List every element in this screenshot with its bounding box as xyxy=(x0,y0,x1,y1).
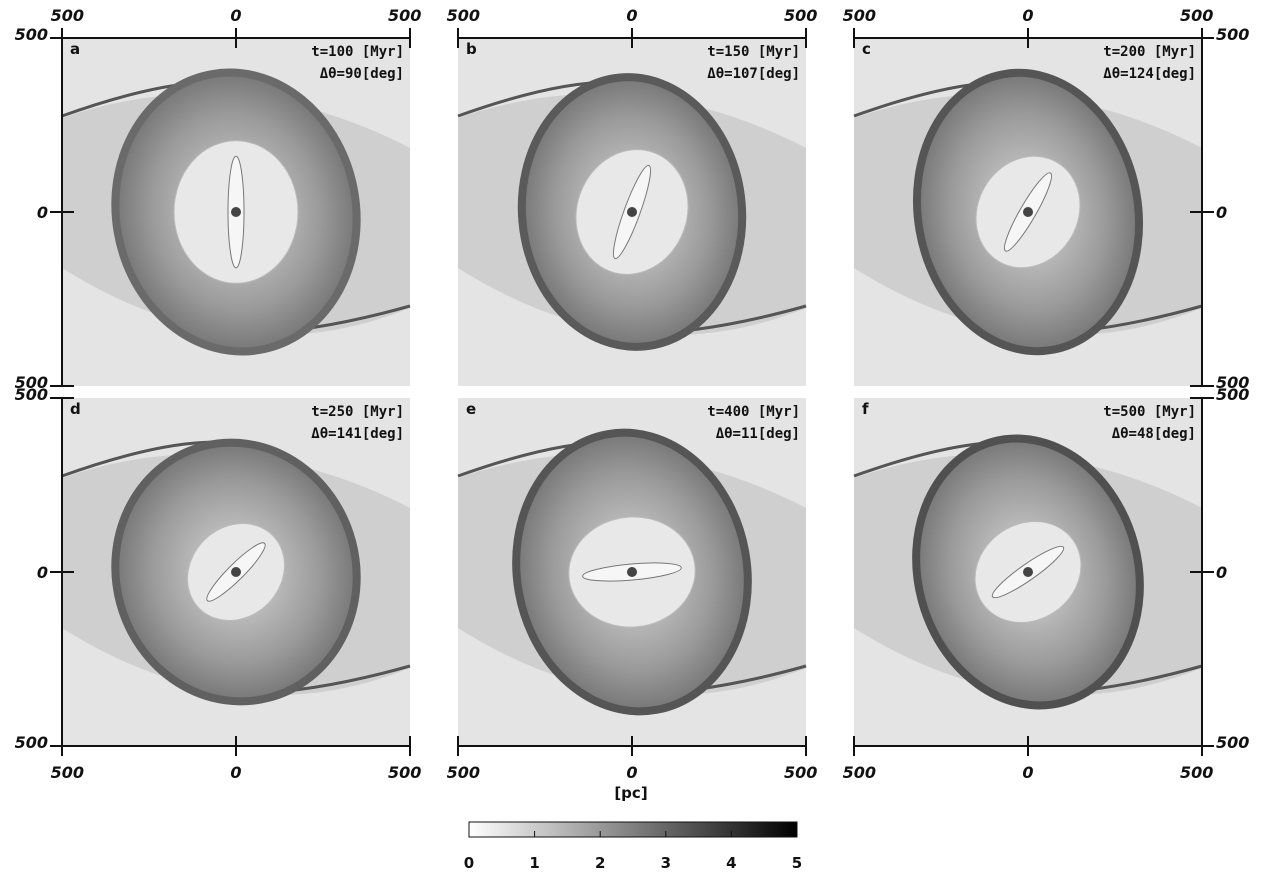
panel-letter: e xyxy=(466,400,476,418)
x-tick-label: 500 xyxy=(843,763,876,782)
panel-angle: Δθ=141[deg] xyxy=(311,426,404,442)
nucleus xyxy=(627,567,637,577)
y-tick-label: 0 xyxy=(1216,563,1227,582)
panel-angle: Δθ=48[deg] xyxy=(1112,426,1196,442)
y-tick-label: 500 xyxy=(15,733,48,752)
y-tick-label: 500 xyxy=(1216,385,1249,404)
x-tick-label: 500 xyxy=(51,6,84,25)
panel-angle: Δθ=90[deg] xyxy=(320,66,404,82)
colorbar-tick-label: 0 xyxy=(464,854,474,872)
colorbar-tick-label: 5 xyxy=(792,854,802,872)
x-tick-label: 500 xyxy=(784,6,817,25)
x-tick-label: 500 xyxy=(1180,6,1213,25)
x-tick-label: 500 xyxy=(784,763,817,782)
x-tick-label: 0 xyxy=(230,6,241,25)
axis-unit: [pc] xyxy=(614,784,647,802)
x-tick-label: 500 xyxy=(1180,763,1213,782)
y-tick-label: 500 xyxy=(15,25,48,44)
panel-letter: a xyxy=(70,40,80,58)
nucleus xyxy=(231,207,241,217)
colorbar-tick-label: 3 xyxy=(661,854,671,872)
colorbar-tick-label: 2 xyxy=(595,854,605,872)
nucleus xyxy=(1023,567,1033,577)
panel-angle: Δθ=11[deg] xyxy=(716,426,800,442)
y-tick-label: 500 xyxy=(15,385,48,404)
y-tick-label: 500 xyxy=(1216,733,1249,752)
panel-time: t=150 [Myr] xyxy=(707,44,800,60)
x-tick-label: 0 xyxy=(626,6,637,25)
x-tick-label: 500 xyxy=(843,6,876,25)
panel-time: t=100 [Myr] xyxy=(311,44,404,60)
panel-time: t=200 [Myr] xyxy=(1103,44,1196,60)
panel-angle: Δθ=107[deg] xyxy=(707,66,800,82)
colorbar-tick-label: 1 xyxy=(529,854,539,872)
figure: [pc] at=100 [Myr]Δθ=90[deg]5000500500050… xyxy=(0,0,1268,876)
panel-time: t=250 [Myr] xyxy=(311,404,404,420)
nucleus xyxy=(231,567,241,577)
y-tick-label: 0 xyxy=(37,563,48,582)
panel: b t=150 [Myr] Δθ=107[deg] 500 0 500 xyxy=(447,6,818,386)
x-tick-label: 500 xyxy=(388,6,421,25)
x-tick-label: 0 xyxy=(626,763,637,782)
x-tick-label: 0 xyxy=(1022,6,1033,25)
x-tick-label: 500 xyxy=(388,763,421,782)
panel-letter: d xyxy=(70,400,81,418)
panel: e t=400 [Myr] Δθ=11[deg] 500 0 500 xyxy=(447,398,818,782)
y-tick-label: 500 xyxy=(1216,25,1249,44)
nucleus xyxy=(1023,207,1033,217)
y-tick-label: 0 xyxy=(1216,203,1227,222)
panel-angle: Δθ=124[deg] xyxy=(1103,66,1196,82)
x-tick-label: 500 xyxy=(447,6,480,25)
nucleus xyxy=(627,207,637,217)
colorbar xyxy=(469,822,797,837)
x-tick-label: 0 xyxy=(230,763,241,782)
panel-letter: c xyxy=(862,40,871,58)
panel-time: t=500 [Myr] xyxy=(1103,404,1196,420)
y-tick-label: 0 xyxy=(37,203,48,222)
colorbar-tick-label: 4 xyxy=(726,854,736,872)
panel-time: t=400 [Myr] xyxy=(707,404,800,420)
x-tick-label: 0 xyxy=(1022,763,1033,782)
x-tick-label: 500 xyxy=(447,763,480,782)
page: [pc] at=100 [Myr]Δθ=90[deg]5000500500050… xyxy=(0,0,1268,876)
panel-letter: b xyxy=(466,40,477,58)
panel-letter: f xyxy=(862,400,869,418)
x-tick-label: 500 xyxy=(51,763,84,782)
